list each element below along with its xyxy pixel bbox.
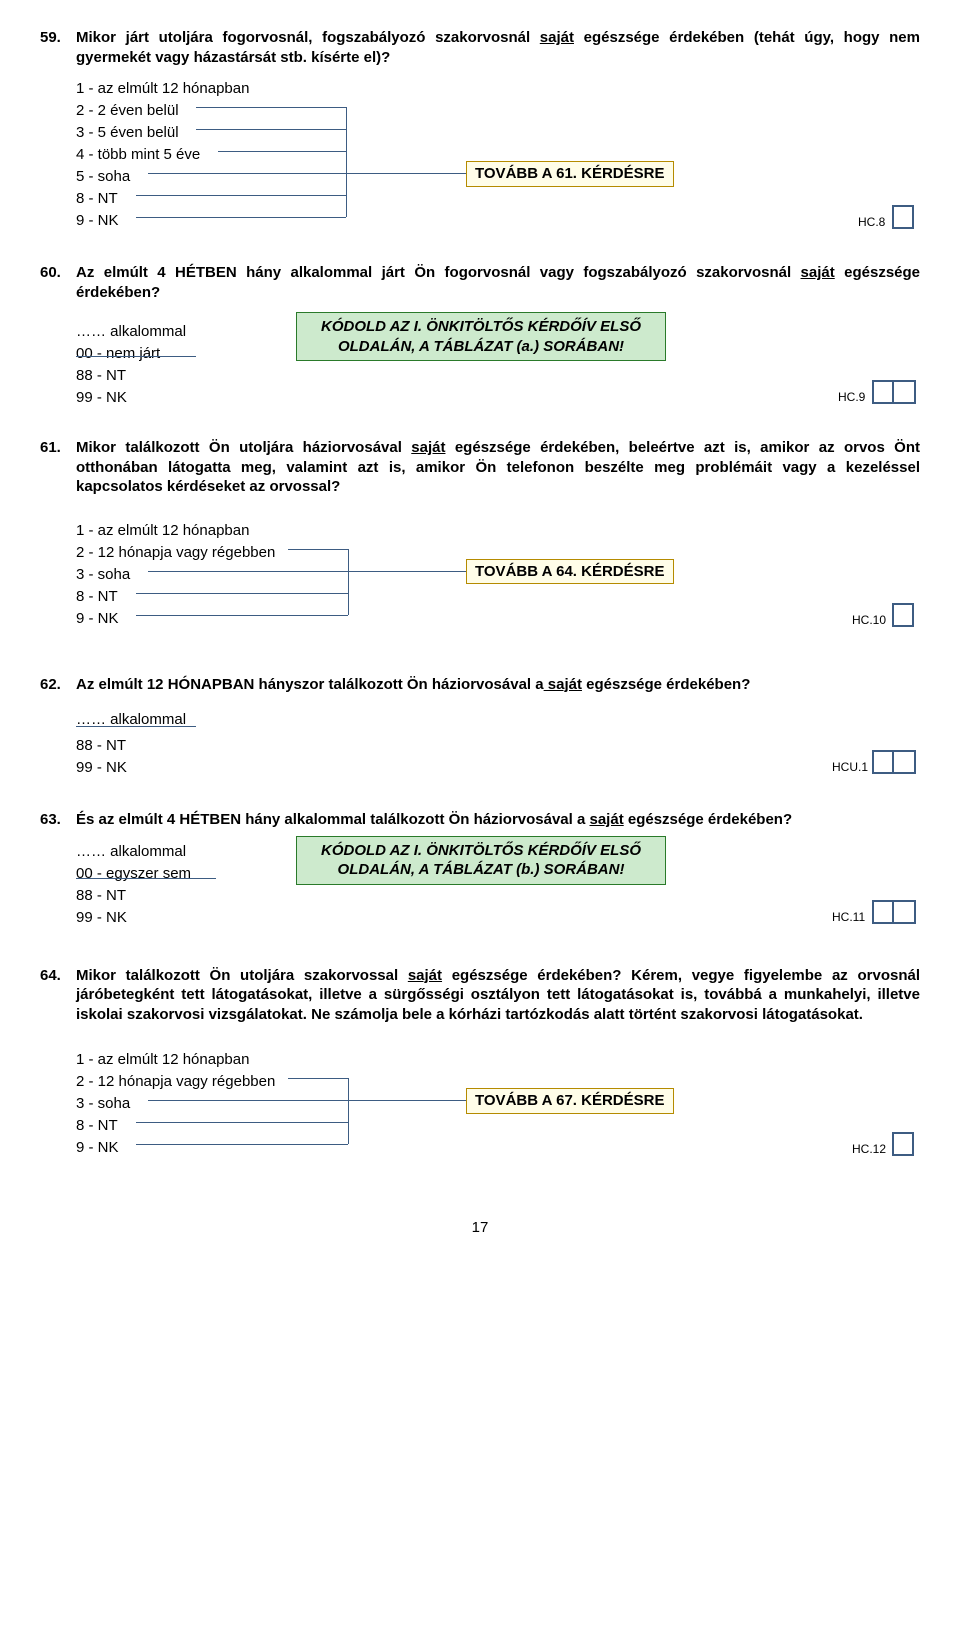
q-text: Mikor találkozott Ön utoljára szakorvoss… <box>76 966 920 1025</box>
option: 3 - soha <box>76 565 130 585</box>
question-63: 63. És az elmúlt 4 HÉTBEN hány alkalomma… <box>40 810 920 940</box>
question-60: 60. Az elmúlt 4 HÉTBEN hány alkalommal j… <box>40 263 920 412</box>
skip-tag: TOVÁBB A 61. KÉRDÉSRE <box>466 161 674 187</box>
question-64: 64. Mikor találkozott Ön utoljára szakor… <box>40 966 920 1179</box>
q-text: Az elmúlt 4 HÉTBEN hány alkalommal járt … <box>76 263 920 302</box>
q-number: 63. <box>40 810 76 830</box>
q-text-part: egészsége érdekében? <box>624 811 792 828</box>
option: 88 - NT <box>76 366 126 386</box>
answer-box-double[interactable] <box>872 380 916 404</box>
option: 9 - NK <box>76 1138 119 1158</box>
answer-box[interactable] <box>892 603 914 627</box>
option: 1 - az elmúlt 12 hónapban <box>76 79 249 99</box>
page-number: 17 <box>40 1218 920 1238</box>
option: 88 - NT <box>76 736 126 756</box>
hc-code: HCU.1 <box>832 760 868 776</box>
q-text: Az elmúlt 12 HÓNAPBAN hányszor találkozo… <box>76 675 920 695</box>
code-line: ) SORÁBAN! <box>534 861 624 878</box>
option: 4 - több mint 5 éve <box>76 145 200 165</box>
code-line: ) SORÁBAN! <box>534 338 624 355</box>
q-text-part: Mikor találkozott Ön utoljára szakorvoss… <box>76 967 408 984</box>
q-number: 59. <box>40 28 76 48</box>
question-59: 59. Mikor járt utoljára fogorvosnál, fog… <box>40 28 920 237</box>
answer-box-double[interactable] <box>872 900 916 924</box>
skip-tag: TOVÁBB A 67. KÉRDÉSRE <box>466 1088 674 1114</box>
option: 2 - 12 hónapja vagy régebben <box>76 543 275 563</box>
q-text-part: Az elmúlt 4 HÉTBEN hány alkalommal járt … <box>76 264 801 281</box>
code-letter: a. <box>522 338 535 355</box>
option: 3 - soha <box>76 1094 130 1114</box>
option: 00 - nem járt <box>76 344 160 364</box>
code-line: KÓDOLD AZ I. ÖNKITÖLTŐS KÉRDŐÍV ELSŐ <box>321 318 641 335</box>
answer-box[interactable] <box>892 1132 914 1156</box>
q-text-underline: saját <box>408 967 442 984</box>
question-61: 61. Mikor találkozott Ön utoljára házior… <box>40 438 920 649</box>
code-letter: b. <box>521 861 534 878</box>
q-number: 61. <box>40 438 76 458</box>
code-line: OLDALÁN, A TÁBLÁZAT ( <box>338 338 522 355</box>
option: 99 - NK <box>76 388 127 408</box>
q-text-part: egészsége érdekében? <box>582 676 750 693</box>
q-text: És az elmúlt 4 HÉTBEN hány alkalommal ta… <box>76 810 920 830</box>
q-text: Mikor járt utoljára fogorvosnál, fogszab… <box>76 28 920 67</box>
option: …… alkalommal <box>76 322 186 342</box>
code-tag: KÓDOLD AZ I. ÖNKITÖLTŐS KÉRDŐÍV ELSŐ OLD… <box>296 312 666 361</box>
option: 8 - NT <box>76 1116 118 1136</box>
option: 00 - egyszer sem <box>76 864 191 884</box>
option: 9 - NK <box>76 609 119 629</box>
q-number: 60. <box>40 263 76 283</box>
code-tag: KÓDOLD AZ I. ÖNKITÖLTŐS KÉRDŐÍV ELSŐ OLD… <box>296 836 666 885</box>
option: 8 - NT <box>76 189 118 209</box>
question-62: 62. Az elmúlt 12 HÓNAPBAN hányszor talál… <box>40 675 920 785</box>
option: …… alkalommal <box>76 842 186 862</box>
q-text-underline: saját <box>411 439 445 456</box>
option: 2 - 12 hónapja vagy régebben <box>76 1072 275 1092</box>
hc-code: HC.10 <box>852 613 886 629</box>
q-text-underline: saját <box>590 811 624 828</box>
option: 3 - 5 éven belül <box>76 123 179 143</box>
q-text-part: Az elmúlt 12 HÓNAPBAN hányszor találkozo… <box>76 676 544 693</box>
hc-code: HC.9 <box>838 390 865 406</box>
q-text-underline: saját <box>801 264 835 281</box>
option: 1 - az elmúlt 12 hónapban <box>76 1050 249 1070</box>
answer-box[interactable] <box>892 205 914 229</box>
option: 5 - soha <box>76 167 130 187</box>
option: 99 - NK <box>76 908 127 928</box>
option: 99 - NK <box>76 758 127 778</box>
code-line: OLDALÁN, A TÁBLÁZAT ( <box>338 861 522 878</box>
answer-box-double[interactable] <box>872 750 916 774</box>
q-text: Mikor találkozott Ön utoljára háziorvosá… <box>76 438 920 497</box>
option: 88 - NT <box>76 886 126 906</box>
hc-code: HC.8 <box>858 215 885 231</box>
option: 2 - 2 éven belül <box>76 101 179 121</box>
skip-tag: TOVÁBB A 64. KÉRDÉSRE <box>466 559 674 585</box>
option: 1 - az elmúlt 12 hónapban <box>76 521 249 541</box>
q-number: 62. <box>40 675 76 695</box>
q-text-underline: saját <box>544 676 582 693</box>
code-line: KÓDOLD AZ I. ÖNKITÖLTŐS KÉRDŐÍV ELSŐ <box>321 842 641 859</box>
q-number: 64. <box>40 966 76 986</box>
option: 9 - NK <box>76 211 119 231</box>
hc-code: HC.12 <box>852 1142 886 1158</box>
q-text-part: Mikor járt utoljára fogorvosnál, fogszab… <box>76 29 540 46</box>
q-text-part: Mikor találkozott Ön utoljára háziorvosá… <box>76 439 411 456</box>
hc-code: HC.11 <box>832 910 865 926</box>
q-text-underline: saját <box>540 29 574 46</box>
option: 8 - NT <box>76 587 118 607</box>
q-text-part: És az elmúlt 4 HÉTBEN hány alkalommal ta… <box>76 811 590 828</box>
